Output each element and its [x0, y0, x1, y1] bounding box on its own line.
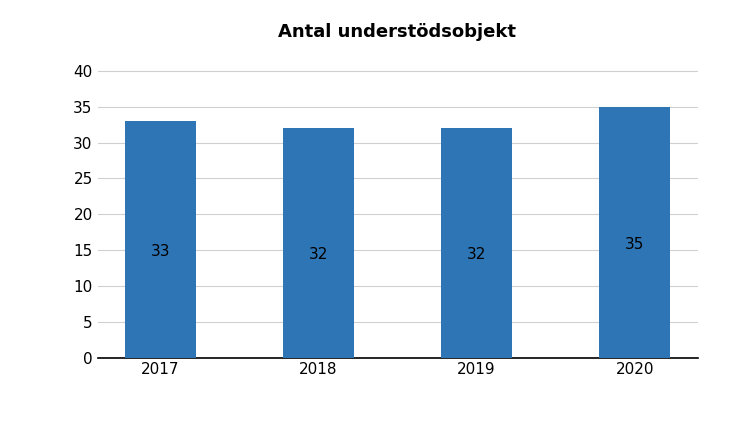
Text: 32: 32	[466, 247, 486, 262]
Text: 35: 35	[625, 237, 644, 252]
Bar	[599, 107, 670, 358]
Bar	[124, 121, 196, 358]
Text: 33: 33	[151, 244, 170, 259]
Bar	[283, 128, 354, 358]
Bar	[441, 128, 512, 358]
Title: Antal understödsobjekt: Antal understödsobjekt	[278, 23, 517, 41]
Text: 32: 32	[309, 247, 328, 262]
